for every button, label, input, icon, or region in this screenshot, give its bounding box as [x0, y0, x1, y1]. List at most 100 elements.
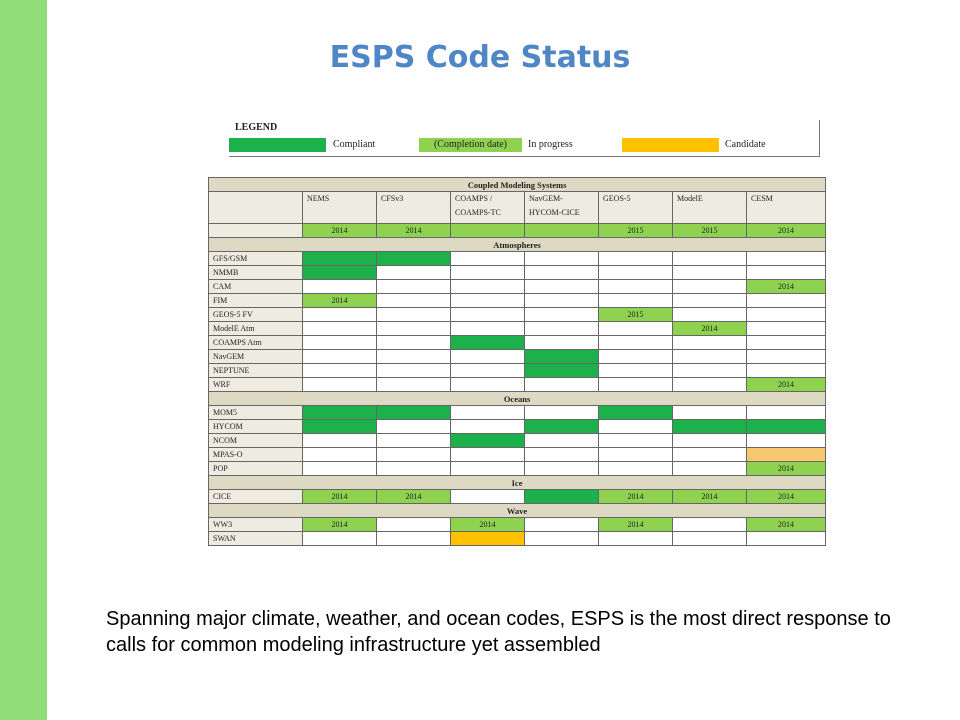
header-corner-cell — [208, 191, 303, 224]
status-cell — [524, 489, 599, 504]
table-row: ModelE Atm 2014 — [208, 321, 827, 336]
legend-in-progress-label: In progress — [528, 139, 573, 150]
status-cell — [450, 419, 525, 434]
status-cell — [524, 307, 599, 322]
status-cell — [450, 279, 525, 294]
column-header: ModelE — [672, 191, 747, 224]
status-cell — [302, 447, 377, 462]
row-name: FIM — [208, 293, 303, 308]
status-cell — [376, 265, 451, 280]
status-cell: 2015 — [672, 223, 747, 238]
status-cell — [302, 349, 377, 364]
status-cell — [450, 349, 525, 364]
status-cell — [450, 293, 525, 308]
status-cell — [376, 419, 451, 434]
status-cell — [598, 363, 673, 378]
table-row: SWAN — [208, 531, 827, 546]
status-cell — [672, 405, 747, 420]
row-name: SWAN — [208, 531, 303, 546]
status-cell — [450, 461, 525, 476]
table-body: Coupled Modeling Systems NEMS CFSv3 COAMPS … — [207, 177, 827, 546]
legend-candidate-label: Candidate — [725, 139, 766, 150]
row-name: NMMB — [208, 265, 303, 280]
table-row: GFS/GSM — [208, 251, 827, 266]
column-header: COAMPS / COAMPS-TC — [450, 191, 525, 224]
status-cell — [450, 405, 525, 420]
status-cell — [524, 531, 599, 546]
status-cell — [745, 349, 827, 364]
status-cell — [745, 433, 827, 448]
column-header: GEOS-5 — [598, 191, 673, 224]
table-row: NEPTUNE — [208, 363, 827, 378]
status-cell — [450, 335, 525, 350]
status-cell — [672, 335, 747, 350]
status-cell — [302, 335, 377, 350]
status-cell — [524, 321, 599, 336]
legend: LEGEND Compliant (Completion date) In pr… — [229, 120, 820, 157]
status-cell — [524, 223, 599, 238]
status-cell — [302, 265, 377, 280]
status-cell — [672, 363, 747, 378]
status-cell — [376, 279, 451, 294]
status-cell — [598, 377, 673, 392]
status-cell — [524, 419, 599, 434]
table-title: Coupled Modeling Systems — [207, 177, 827, 192]
status-cell: 2014 — [745, 223, 827, 238]
status-cell — [524, 251, 599, 266]
column-header-line2: COAMPS-TC — [455, 208, 501, 217]
column-header-line2: HYCOM-CICE — [529, 208, 580, 217]
column-header-line1: COAMPS / — [455, 194, 493, 203]
status-cell: 2014 — [745, 377, 827, 392]
status-cell — [376, 461, 451, 476]
status-cell — [302, 405, 377, 420]
status-cell — [376, 293, 451, 308]
section-header-row: Oceans — [207, 391, 827, 406]
status-cell — [302, 531, 377, 546]
status-cell: 2014 — [745, 517, 827, 532]
table-row: CICE 2014 2014 2014 2014 2014 — [208, 489, 827, 504]
status-cell — [524, 405, 599, 420]
status-cell — [302, 251, 377, 266]
status-cell — [524, 279, 599, 294]
status-cell — [302, 307, 377, 322]
status-cell — [302, 363, 377, 378]
status-cell — [524, 517, 599, 532]
status-cell — [598, 419, 673, 434]
section-header-row: Wave — [207, 503, 827, 518]
table-row: HYCOM — [208, 419, 827, 434]
row-name: WRF — [208, 377, 303, 392]
row-name: WW3 — [208, 517, 303, 532]
status-cell — [450, 265, 525, 280]
status-cell: 2014 — [302, 293, 377, 308]
table-row: NCOM — [208, 433, 827, 448]
status-cell — [524, 349, 599, 364]
row-name: POP — [208, 461, 303, 476]
section-header: Ice — [207, 475, 827, 490]
table-row: WW3 2014 2014 2014 2014 — [208, 517, 827, 532]
status-cell — [598, 531, 673, 546]
code-status-table: Coupled Modeling Systems NEMS CFSv3 COAMPS … — [207, 177, 827, 546]
status-cell — [376, 363, 451, 378]
status-cell: 2014 — [376, 223, 451, 238]
column-header: NavGEM- HYCOM-CICE — [524, 191, 599, 224]
status-cell — [524, 293, 599, 308]
status-cell — [376, 447, 451, 462]
status-cell — [524, 377, 599, 392]
status-cell — [376, 433, 451, 448]
status-cell — [598, 461, 673, 476]
table-row: NavGEM — [208, 349, 827, 364]
table-row: WRF 2014 — [208, 377, 827, 392]
slide-title: ESPS Code Status — [329, 40, 631, 75]
status-cell — [302, 433, 377, 448]
status-cell — [598, 349, 673, 364]
status-cell — [672, 377, 747, 392]
slide-caption: Spanning major climate, weather, and oce… — [106, 608, 891, 656]
status-cell — [376, 377, 451, 392]
row-name: GEOS-5 FV — [208, 307, 303, 322]
status-cell — [745, 363, 827, 378]
status-cell: 2014 — [672, 321, 747, 336]
row-name: MOM5 — [208, 405, 303, 420]
row-name: MPAS-O — [208, 447, 303, 462]
status-cell: 2014 — [598, 489, 673, 504]
status-cell — [450, 447, 525, 462]
